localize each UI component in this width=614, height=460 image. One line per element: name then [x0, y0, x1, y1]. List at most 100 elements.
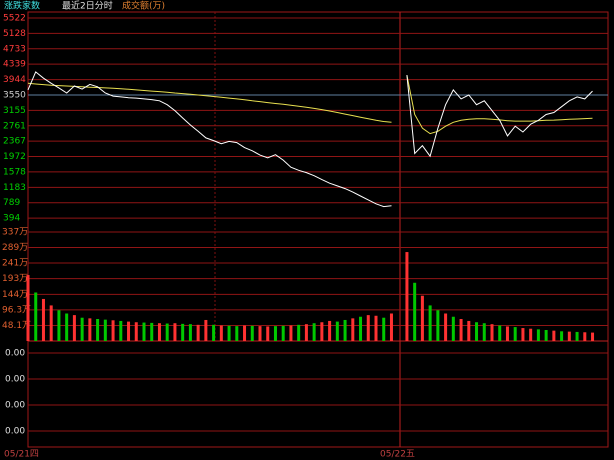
volume-bar	[436, 310, 440, 341]
volume-bar	[134, 322, 138, 341]
volume-bar	[289, 325, 293, 341]
volume-bar	[165, 323, 169, 341]
volume-bar	[266, 326, 270, 341]
volume-bar	[560, 331, 564, 341]
volume-bar	[544, 330, 548, 341]
volume-bar	[591, 332, 595, 341]
volume-bar	[505, 326, 509, 341]
y-tick-label: 4733	[3, 44, 26, 54]
day-label: 05/22五	[380, 450, 415, 460]
volume-bar	[513, 327, 517, 341]
volume-bar	[304, 324, 308, 341]
y-tick-label: 1578	[3, 167, 26, 177]
series-line	[27, 71, 593, 208]
volume-bar	[444, 313, 448, 341]
indicator-label: 0.00	[5, 401, 25, 411]
volume-bar	[243, 325, 247, 341]
volume-bar	[343, 319, 347, 341]
volume-bar	[359, 316, 363, 341]
volume-bar	[41, 298, 45, 341]
volume-bar	[490, 324, 494, 341]
volume-tick-label: 96.3万	[2, 305, 31, 315]
volume-bar	[157, 323, 161, 341]
volume-bar	[335, 321, 339, 341]
volume-bar	[382, 317, 386, 341]
y-tick-label: 3550	[3, 90, 26, 100]
volume-bar	[49, 305, 53, 341]
volume-tick-label: 289万	[2, 243, 28, 253]
volume-bar	[127, 321, 131, 341]
y-tick-label: 4339	[3, 60, 26, 70]
volume-bar	[320, 322, 324, 341]
indicator-label: 0.00	[5, 349, 25, 359]
indicator-label: 0.00	[5, 375, 25, 385]
indicator-label: 0.00	[5, 427, 25, 437]
volume-bar	[351, 318, 355, 341]
volume-bar	[173, 323, 177, 341]
header-indicator: 涨跌家数	[4, 0, 40, 12]
volume-bar	[552, 330, 556, 341]
volume-bar	[413, 282, 417, 341]
header-volume: 成交额(万)	[122, 0, 165, 12]
volume-bar	[420, 295, 424, 341]
volume-bar	[273, 326, 277, 341]
volume-bar	[428, 305, 432, 341]
volume-bar	[96, 319, 100, 341]
volume-bar	[142, 322, 146, 341]
volume-bar	[150, 322, 154, 341]
volume-bar	[258, 326, 262, 341]
day-label: 05/21四	[4, 450, 39, 460]
volume-bar	[451, 316, 455, 341]
y-tick-label: 3944	[3, 75, 26, 85]
volume-bar	[57, 310, 61, 341]
volume-bar	[88, 318, 92, 341]
volume-tick-label: 144万	[2, 290, 28, 300]
volume-bar	[583, 332, 587, 341]
volume-bar	[459, 319, 463, 341]
volume-tick-label: 48.1万	[2, 321, 31, 331]
volume-bar	[181, 323, 185, 341]
volume-bar	[374, 315, 378, 341]
volume-bar	[366, 315, 370, 341]
y-tick-label: 5522	[3, 14, 26, 24]
volume-tick-label: 337万	[2, 228, 28, 238]
volume-bar	[405, 252, 409, 341]
y-tick-label: 394	[3, 214, 20, 224]
y-tick-label: 3155	[3, 106, 26, 116]
volume-tick-label: 241万	[2, 259, 28, 269]
volume-bar	[103, 319, 107, 341]
volume-bar	[467, 320, 471, 341]
volume-bar	[521, 328, 525, 341]
volume-bar	[281, 325, 285, 341]
volume-bar	[235, 326, 239, 341]
volume-bar	[65, 313, 69, 341]
volume-bar	[475, 322, 479, 341]
volume-bar	[219, 325, 223, 341]
y-tick-label: 2367	[3, 137, 26, 147]
volume-bar	[312, 323, 316, 341]
volume-bar	[536, 329, 540, 341]
volume-bar	[34, 292, 38, 341]
frame	[27, 11, 609, 448]
y-tick-label: 789	[3, 198, 20, 208]
volume-bar	[250, 325, 254, 341]
volume-bar	[227, 325, 231, 341]
volume-bar	[111, 320, 115, 341]
volume-bar	[212, 324, 216, 341]
y-tick-label: 2761	[3, 121, 26, 131]
volume-bar	[297, 324, 301, 341]
volume-bar	[72, 315, 76, 341]
volume-bar	[80, 317, 84, 341]
volume-bar	[26, 275, 30, 341]
volume-bar	[196, 324, 200, 341]
volume-bar	[575, 331, 579, 341]
volume-bar	[529, 328, 533, 341]
volume-bar	[119, 320, 123, 341]
volume-bar	[389, 313, 393, 341]
volume-bar	[498, 325, 502, 341]
header-period: 最近2日分时	[62, 0, 113, 12]
volume-tick-label: 193万	[2, 274, 28, 284]
